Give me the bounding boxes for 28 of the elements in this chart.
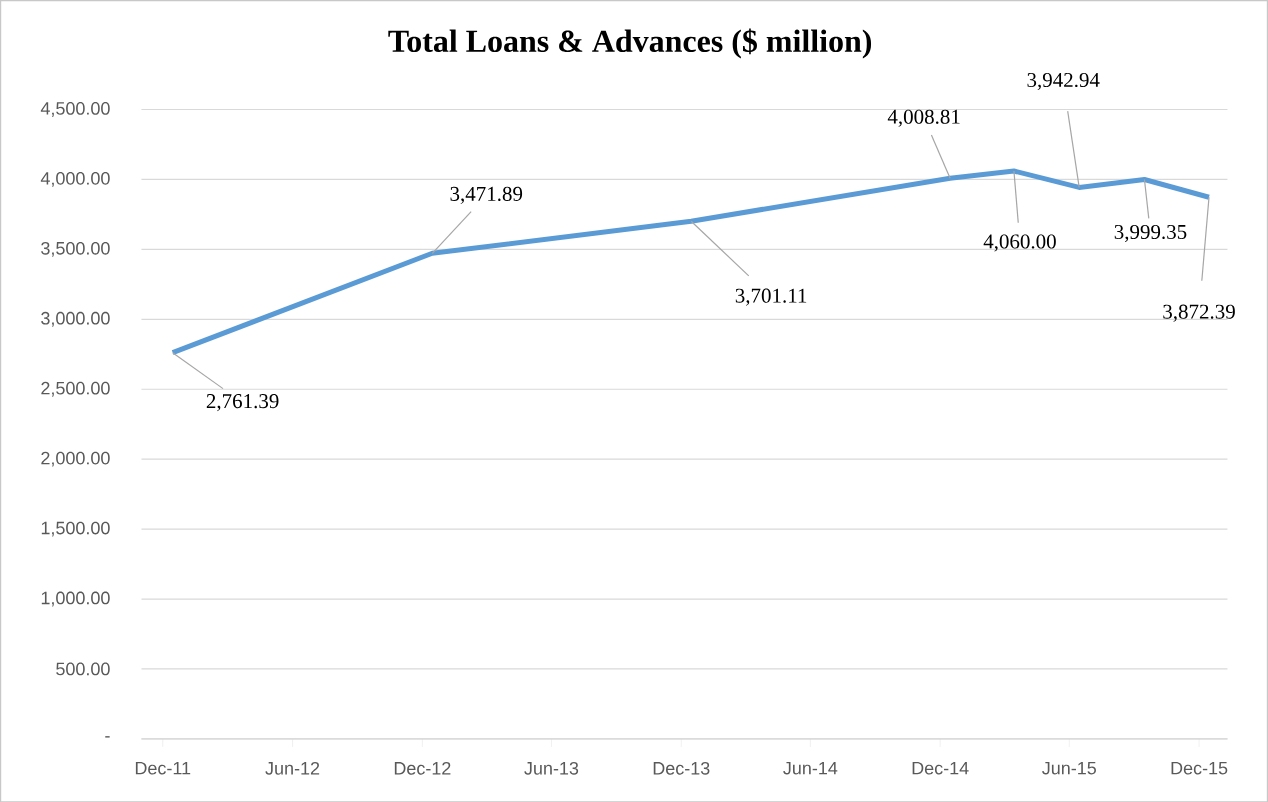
data-label: 3,942.94 bbox=[1027, 72, 1100, 90]
data-label: 4,060.00 bbox=[983, 234, 1056, 252]
x-tick-label: Jun-14 bbox=[783, 761, 838, 775]
y-tick-label: 4,000.00 bbox=[40, 171, 110, 187]
y-tick-label: 3,500.00 bbox=[41, 241, 110, 257]
x-tick-label: Dec-12 bbox=[394, 761, 451, 775]
x-tick-label: Dec-13 bbox=[653, 761, 710, 775]
data-label: 2,761.39 bbox=[206, 393, 279, 411]
y-tick-label: 1,000.00 bbox=[41, 591, 110, 607]
x-tick-label: Dec-15 bbox=[1171, 761, 1228, 775]
data-label: 3,701.11 bbox=[735, 288, 807, 306]
y-tick-label: 2,500.00 bbox=[41, 381, 110, 397]
y-tick-label: - bbox=[105, 735, 110, 738]
y-tick-label: 500.00 bbox=[56, 662, 110, 676]
data-label: 3,471.89 bbox=[450, 186, 523, 204]
x-tick-label: Jun-12 bbox=[265, 761, 320, 775]
data-label: 4,008.81 bbox=[887, 109, 960, 127]
x-tick-label: Dec-14 bbox=[912, 761, 969, 775]
y-tick-label: 2,000.00 bbox=[41, 451, 110, 467]
x-tick-label: Jun-13 bbox=[524, 761, 579, 775]
x-tick-label: Jun-15 bbox=[1042, 761, 1096, 775]
data-label: 3,872.39 bbox=[1163, 304, 1235, 322]
y-tick-label: 3,000.00 bbox=[41, 311, 110, 327]
chart-title: Total Loans & Advances ($ million) bbox=[388, 28, 872, 59]
y-tick-label: 1,500.00 bbox=[41, 521, 110, 537]
x-tick-label: Dec-11 bbox=[135, 761, 191, 775]
y-tick-label: 4,500.00 bbox=[40, 101, 110, 117]
data-label: 3,999.35 bbox=[1114, 224, 1187, 242]
